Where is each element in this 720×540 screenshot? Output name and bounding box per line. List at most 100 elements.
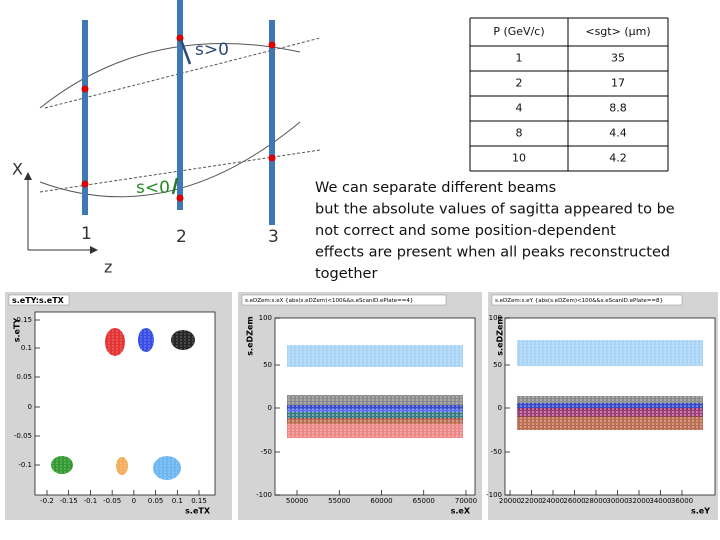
x-tick-label: 30000 — [606, 497, 628, 505]
y-tick-label: 100 — [259, 314, 272, 322]
band-texture — [287, 418, 463, 438]
title-box — [8, 294, 70, 306]
x-axis-label: s.eTX — [185, 507, 211, 516]
y-axis-label: s.eDZem — [496, 316, 505, 355]
table-cell: 2 — [516, 77, 523, 90]
paragraph-line: We can separate different beams — [315, 180, 556, 196]
table-header: <sgt> (μm) — [585, 25, 650, 38]
table-cell: 4.4 — [609, 127, 627, 140]
track-arc — [39, 43, 301, 109]
cluster-texture — [116, 457, 128, 475]
detector-plane — [82, 20, 88, 215]
track-arc — [39, 121, 301, 198]
hit — [81, 85, 89, 93]
x-tick-label: 55000 — [328, 497, 350, 505]
x-tick-label: 0 — [132, 497, 136, 505]
x-axis-label: s.eX — [451, 507, 471, 516]
x-tick-label: 70000 — [455, 497, 477, 505]
paragraph-line: together — [315, 266, 377, 282]
band-texture — [517, 340, 703, 366]
cluster-texture — [171, 330, 195, 350]
y-tick-label: 0.05 — [16, 373, 32, 381]
table-cell: 35 — [611, 52, 625, 65]
band-texture — [287, 345, 463, 367]
arrow-head — [24, 172, 32, 180]
y-tick-label: 100 — [489, 314, 502, 322]
x-tick-label: 0.15 — [191, 497, 207, 505]
x-tick-label: 36000 — [671, 497, 693, 505]
x-tick-label: 28000 — [585, 497, 607, 505]
positive-label: s>0 — [195, 40, 229, 60]
plot-title: s.eDZem:s.eY {abs(s.eDZem)<100&&s.eScanI… — [495, 298, 663, 304]
band-texture — [517, 408, 703, 430]
x-tick-label: 50000 — [286, 497, 308, 505]
x-tick-label: 20000 — [499, 497, 521, 505]
axis-z-label: z — [104, 258, 112, 277]
arrow-head — [90, 246, 98, 254]
plot-screenshots: s.eTY:s.eTX 0.15 0.1 0.05 0 -0.05 -0.1 -0.2 -0.1… — [5, 292, 718, 520]
title-box — [491, 294, 683, 306]
y-axis-label: s.eTY — [13, 318, 22, 343]
sagitta-marker — [179, 39, 192, 65]
paragraph-line: but the absolute values of sagitta appea… — [315, 202, 675, 218]
paragraph-line: effects are present when all peaks recon… — [315, 245, 670, 261]
table-header: P (GeV/c) — [493, 25, 544, 38]
x-tick-label: 34000 — [649, 497, 671, 505]
x-tick-label: -0.15 — [60, 497, 78, 505]
y-tick-label: 0 — [498, 404, 502, 412]
plane-label: 2 — [176, 227, 187, 247]
plot-panel: s.eTY:s.eTX 0.15 0.1 0.05 0 -0.05 -0.1 -0.2 -0.1… — [5, 292, 232, 520]
sagitta-marker — [171, 177, 179, 195]
title-box — [241, 294, 447, 306]
paragraph: We can separate different beams but the a… — [315, 180, 675, 282]
table-cell: 8.8 — [609, 102, 627, 115]
y-tick-label: -50 — [491, 448, 502, 456]
x-axis-label: s.eY — [691, 507, 710, 516]
plot-panel: s.eDZem:s.eX {abs(s.eDZem)<100&&s.eScanI… — [238, 292, 482, 520]
plane-label: 3 — [268, 227, 279, 247]
cluster-texture — [51, 456, 73, 474]
y-axis-label: s.eDZem — [246, 316, 255, 355]
x-tick-label: 26000 — [563, 497, 585, 505]
cluster-texture — [153, 456, 181, 480]
detector-plane — [177, 0, 183, 210]
cluster-texture — [105, 328, 125, 356]
plane-label: 1 — [81, 224, 92, 244]
x-tick-label: -0.2 — [40, 497, 54, 505]
plot-panel: s.eDZem:s.eY {abs(s.eDZem)<100&&s.eScanI… — [486, 292, 718, 520]
y-tick-label: 0.15 — [16, 316, 32, 324]
y-tick-label: 0 — [268, 404, 272, 412]
table-cell: 1 — [516, 52, 523, 65]
paragraph-line: not correct and some position-dependent — [315, 223, 616, 239]
y-tick-label: 50 — [493, 361, 502, 369]
y-tick-label: -100 — [486, 491, 502, 499]
y-tick-label: -0.05 — [14, 432, 32, 440]
axis-x-label: X — [12, 160, 23, 179]
cluster-texture — [138, 328, 154, 352]
x-tick-label: 0.1 — [172, 497, 183, 505]
x-tick-label: -0.05 — [103, 497, 121, 505]
y-tick-label: -100 — [256, 491, 272, 499]
table-cell: 4.2 — [609, 152, 627, 165]
hit — [176, 194, 184, 202]
x-tick-label: 24000 — [542, 497, 564, 505]
plot-title: s.eTY:s.eTX — [12, 296, 65, 305]
x-tick-label: 22000 — [520, 497, 542, 505]
y-tick-label: -50 — [261, 448, 272, 456]
hit — [268, 41, 276, 49]
x-tick-label: 60000 — [370, 497, 392, 505]
sagitta-diagram: s>0 s<0 X z 1 2 3 — [12, 0, 321, 277]
plot-title: s.eDZem:s.eX {abs(s.eDZem)<100&&s.eScanI… — [245, 298, 413, 304]
x-tick-label: -0.1 — [84, 497, 98, 505]
x-tick-label: 32000 — [628, 497, 650, 505]
negative-label: s<0 — [136, 178, 170, 198]
hit — [81, 180, 89, 188]
table-cell: 10 — [512, 152, 526, 165]
detector-plane — [269, 20, 275, 225]
y-tick-label: 0.1 — [21, 344, 32, 352]
x-tick-label: 0.05 — [148, 497, 164, 505]
x-tick-label: 65000 — [413, 497, 435, 505]
table-cell: 17 — [611, 77, 625, 90]
